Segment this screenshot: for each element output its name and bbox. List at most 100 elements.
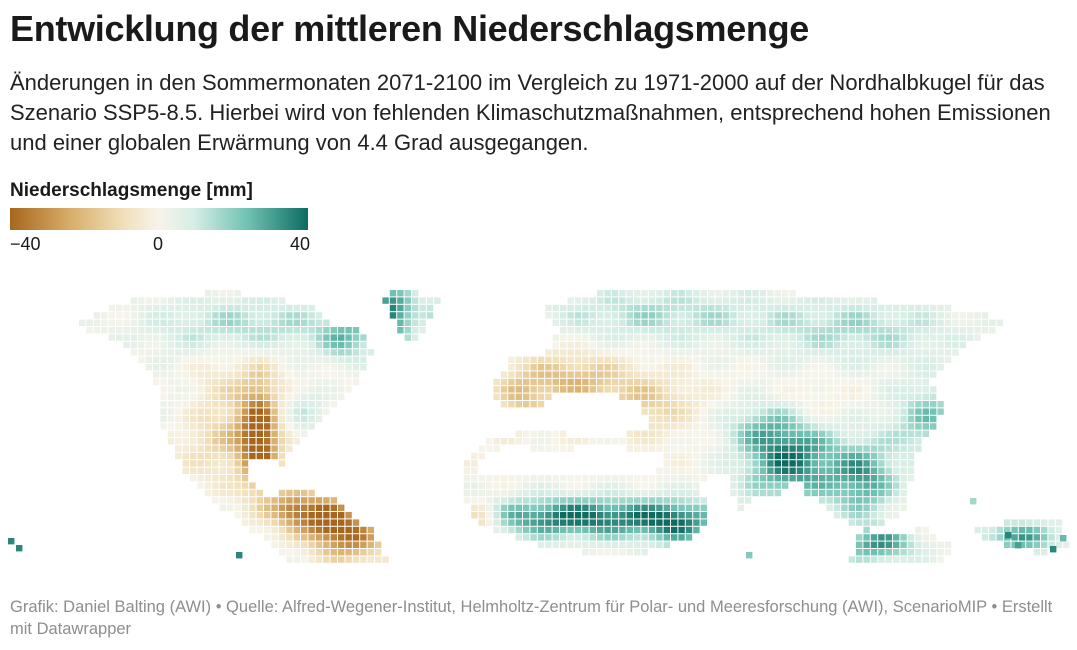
grid-cell-1458 bbox=[796, 415, 804, 423]
grid-cell-2508 bbox=[330, 549, 337, 556]
grid-cell-1127 bbox=[219, 386, 226, 393]
grid-cell-768 bbox=[160, 356, 167, 363]
grid-cell-2451 bbox=[308, 541, 315, 548]
grid-cell-475 bbox=[870, 327, 878, 334]
grid-cell-915 bbox=[722, 364, 730, 371]
grid-cell-2361 bbox=[634, 526, 641, 534]
grid-cell-2395 bbox=[338, 534, 345, 541]
grid-cell-2320 bbox=[1026, 519, 1033, 526]
grid-cell-782 bbox=[264, 356, 271, 363]
grid-cell-188 bbox=[893, 304, 900, 312]
grid-cell-1115 bbox=[900, 378, 907, 386]
grid-cell-308 bbox=[190, 319, 197, 326]
grid-cell-726 bbox=[671, 349, 678, 356]
grid-cell-1392 bbox=[767, 408, 774, 415]
grid-cell-527 bbox=[404, 334, 411, 341]
grid-cell-1628 bbox=[530, 438, 537, 445]
grid-cell-1512 bbox=[752, 423, 759, 430]
grid-cell-752 bbox=[863, 349, 870, 356]
grid-cell-15 bbox=[641, 290, 648, 297]
grid-cell-2202 bbox=[863, 504, 870, 511]
grid-cell-940 bbox=[907, 364, 915, 371]
grid-cell-613 bbox=[315, 341, 323, 349]
grid-cell-1130 bbox=[241, 386, 249, 393]
grid-cell-2375 bbox=[989, 526, 996, 534]
grid-cell-118 bbox=[190, 304, 197, 312]
grid-cell-1795 bbox=[900, 452, 907, 460]
grid-cell-62 bbox=[419, 297, 426, 304]
grid-cell-1878 bbox=[833, 467, 841, 474]
grid-cell-1561 bbox=[552, 430, 559, 437]
grid-cell-2226 bbox=[486, 512, 493, 519]
grid-cell-1247 bbox=[685, 393, 693, 400]
grid-cell-1043 bbox=[234, 378, 241, 386]
grid-cell-200 bbox=[123, 312, 130, 319]
grid-cell-986 bbox=[597, 371, 604, 378]
grid-cell-1146 bbox=[500, 386, 508, 393]
grid-cell-1057 bbox=[338, 378, 345, 386]
grid-cell-967 bbox=[315, 371, 323, 378]
grid-cell-68 bbox=[589, 297, 596, 304]
grid-cell-1138 bbox=[301, 386, 308, 393]
grid-cell-1767 bbox=[693, 452, 700, 460]
grid-cell-2238 bbox=[574, 512, 582, 519]
grid-cell-1472 bbox=[900, 415, 907, 423]
grid-cell-832 bbox=[774, 356, 781, 363]
grid-cell-350 bbox=[693, 319, 700, 326]
grid-cell-394 bbox=[101, 327, 108, 334]
grid-cell-2116 bbox=[582, 497, 589, 504]
grid-cell-836 bbox=[804, 356, 811, 363]
grid-cell-1192 bbox=[841, 386, 848, 393]
grid-cell-1431 bbox=[271, 415, 278, 423]
grid-cell-2360 bbox=[626, 526, 633, 534]
grid-cell-1566 bbox=[648, 430, 656, 437]
grid-cell-1950 bbox=[878, 475, 885, 482]
grid-cell-2028 bbox=[301, 489, 308, 497]
grid-cell-1701 bbox=[537, 445, 545, 452]
grid-cell-872 bbox=[264, 364, 271, 371]
grid-cell-1235 bbox=[530, 393, 537, 400]
grid-cell-173 bbox=[782, 304, 789, 312]
grid-cell-1254 bbox=[737, 393, 744, 400]
grid-cell-1943 bbox=[826, 475, 833, 482]
grid-cell-111 bbox=[138, 304, 145, 312]
grid-cell-1246 bbox=[678, 393, 685, 400]
grid-cell-984 bbox=[582, 371, 589, 378]
grid-cell-2269 bbox=[271, 519, 278, 526]
grid-cell-2277 bbox=[330, 519, 337, 526]
grid-cell-2030 bbox=[463, 489, 471, 497]
grid-cell-1039 bbox=[204, 378, 212, 386]
grid-cell-2340 bbox=[360, 526, 367, 534]
grid-cell-2242 bbox=[604, 512, 611, 519]
grid-cell-305 bbox=[167, 319, 175, 326]
grid-cell-924 bbox=[789, 364, 796, 371]
grid-cell-2323 bbox=[1048, 519, 1055, 526]
grid-cell-2468 bbox=[589, 541, 596, 548]
grid-cell-2016 bbox=[900, 482, 907, 489]
grid-cell-1048 bbox=[271, 378, 278, 386]
grid-cell-730 bbox=[700, 349, 707, 356]
grid-cell-277 bbox=[870, 312, 878, 319]
grid-cell-1671 bbox=[848, 438, 855, 445]
grid-cell-2485 bbox=[900, 541, 907, 548]
grid-cell-1601 bbox=[907, 430, 915, 437]
grid-cell-1507 bbox=[715, 423, 722, 430]
grid-cell-2373 bbox=[974, 526, 981, 534]
grid-cell-2198 bbox=[833, 504, 841, 511]
grid-cell-1306 bbox=[508, 401, 515, 408]
grid-cell-1579 bbox=[745, 430, 752, 437]
grid-cell-1241 bbox=[641, 393, 648, 400]
grid-cell-1230 bbox=[493, 393, 500, 400]
grid-cell-753 bbox=[870, 349, 878, 356]
grid-cell-1510 bbox=[737, 423, 744, 430]
grid-cell-1229 bbox=[338, 393, 345, 400]
grid-cell-1958 bbox=[219, 482, 226, 489]
grid-cell-677 bbox=[138, 349, 145, 356]
grid-cell-1657 bbox=[745, 438, 752, 445]
grid-cell-2297 bbox=[597, 519, 604, 526]
grid-cell-737 bbox=[752, 349, 759, 356]
grid-cell-1481 bbox=[190, 423, 197, 430]
grid-cell-1116 bbox=[907, 378, 915, 386]
grid-cell-595 bbox=[182, 341, 189, 349]
grid-cell-1666 bbox=[811, 438, 818, 445]
